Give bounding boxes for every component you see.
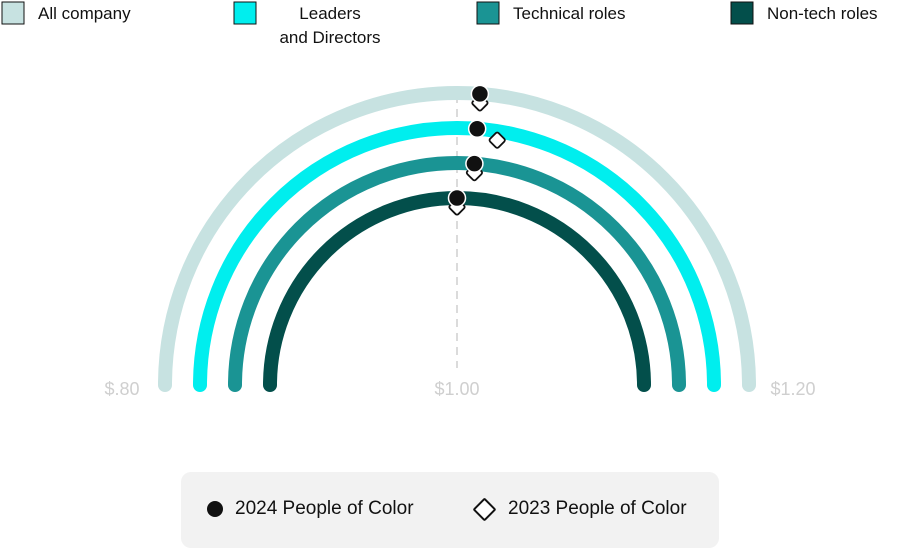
legend-item-2023: 2023 People of Color	[472, 496, 687, 522]
marker-2024-non-tech-roles	[447, 188, 467, 208]
legend-swatch-all-company	[1, 1, 25, 25]
legend-label-all-company: All company	[38, 4, 131, 23]
legend-label-technical-roles: Technical roles	[513, 4, 625, 23]
legend-item-2024: 2024 People of Color	[207, 498, 414, 520]
marker-2023-leaders-and-directors	[488, 131, 506, 149]
filled-circle-icon	[207, 501, 223, 517]
legend-label-2023: 2023 People of Color	[508, 498, 687, 519]
series-legend: All company Leaders and Directors Technical…	[1, 1, 878, 47]
value-markers	[447, 84, 506, 216]
axis-tick-label: $1.20	[770, 379, 815, 399]
legend-swatch-non-tech-roles	[730, 1, 754, 25]
hollow-diamond-icon	[472, 496, 497, 522]
legend-label-2024: 2024 People of Color	[235, 498, 414, 519]
arc-technical-roles	[228, 156, 686, 392]
axis-tick-label: $.80	[104, 379, 139, 399]
marker-2024-leaders-and-directors	[467, 119, 487, 139]
marker-legend: 2024 People of Color 2023 People of Colo…	[181, 472, 719, 548]
legend-swatch-technical-roles	[476, 1, 500, 25]
arc-all-company	[158, 86, 756, 392]
axis-tick-label: $1.00	[434, 379, 479, 399]
legend-swatch-leaders-and-directors	[233, 1, 257, 25]
marker-2024-technical-roles	[465, 154, 484, 173]
legend-label-leaders-and-directors: Leaders and Directors	[279, 4, 380, 47]
arc-leaders-and-directors	[193, 121, 721, 392]
axis-ticks: $.80 $1.00 $1.20	[104, 379, 815, 399]
legend-label-non-tech-roles: Non-tech roles	[767, 4, 878, 23]
marker-2024-all-company	[470, 84, 490, 104]
